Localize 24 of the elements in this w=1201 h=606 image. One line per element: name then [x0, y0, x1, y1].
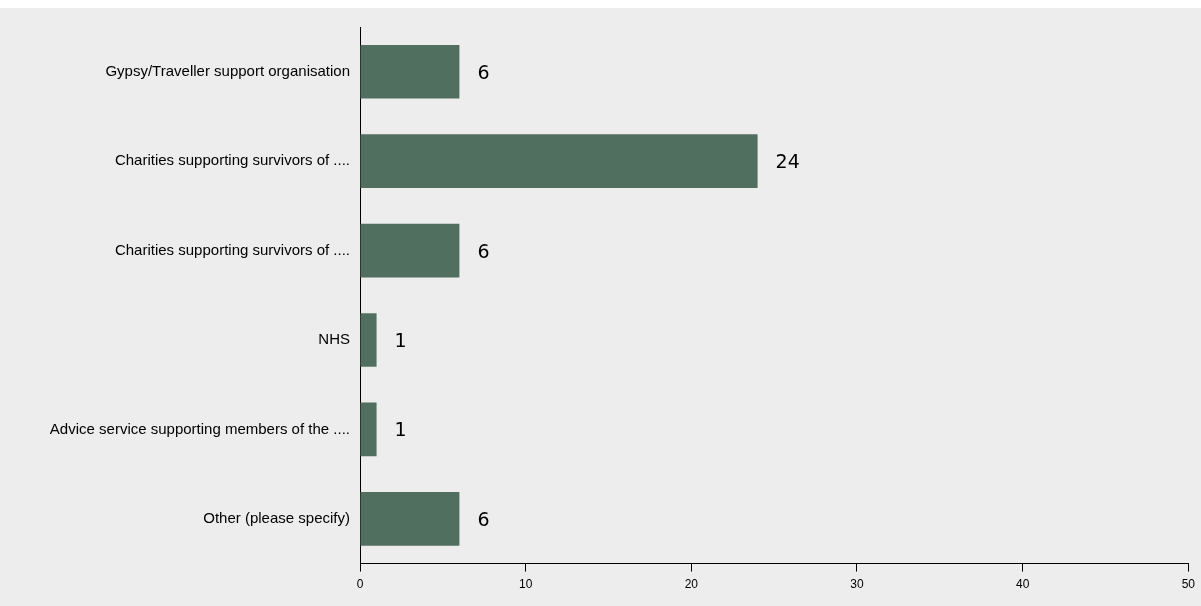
y-tick-label: NHS: [318, 330, 350, 348]
bar: [360, 313, 377, 367]
bar: [360, 44, 460, 99]
x-tick-label: 0: [356, 577, 364, 592]
x-tick-label: 30: [850, 577, 864, 592]
data-label: 24: [775, 150, 800, 173]
x-tick-label: 50: [1181, 577, 1196, 592]
bar: [360, 223, 460, 278]
data-label: 6: [477, 60, 490, 83]
y-tick-label: Advice service supporting members of the ....: [49, 419, 350, 437]
x-tick-label: 40: [1015, 577, 1030, 592]
data-label: 1: [394, 418, 407, 441]
bar: [360, 492, 460, 546]
bar: [360, 402, 377, 457]
y-tick-label: Charities supporting survivors of ....: [114, 240, 350, 258]
y-tick-label: Gypsy/Traveller support organisation: [105, 61, 350, 79]
data-label: 6: [477, 507, 490, 530]
x-tick-label: 20: [684, 577, 699, 592]
y-tick-label: Other (please specify): [203, 509, 350, 527]
y-tick-label: Charities supporting survivors of ....: [114, 151, 350, 169]
data-label: 1: [394, 328, 407, 351]
x-tick-label: 10: [518, 577, 533, 592]
bar: [360, 134, 758, 188]
data-label: 6: [477, 239, 490, 262]
